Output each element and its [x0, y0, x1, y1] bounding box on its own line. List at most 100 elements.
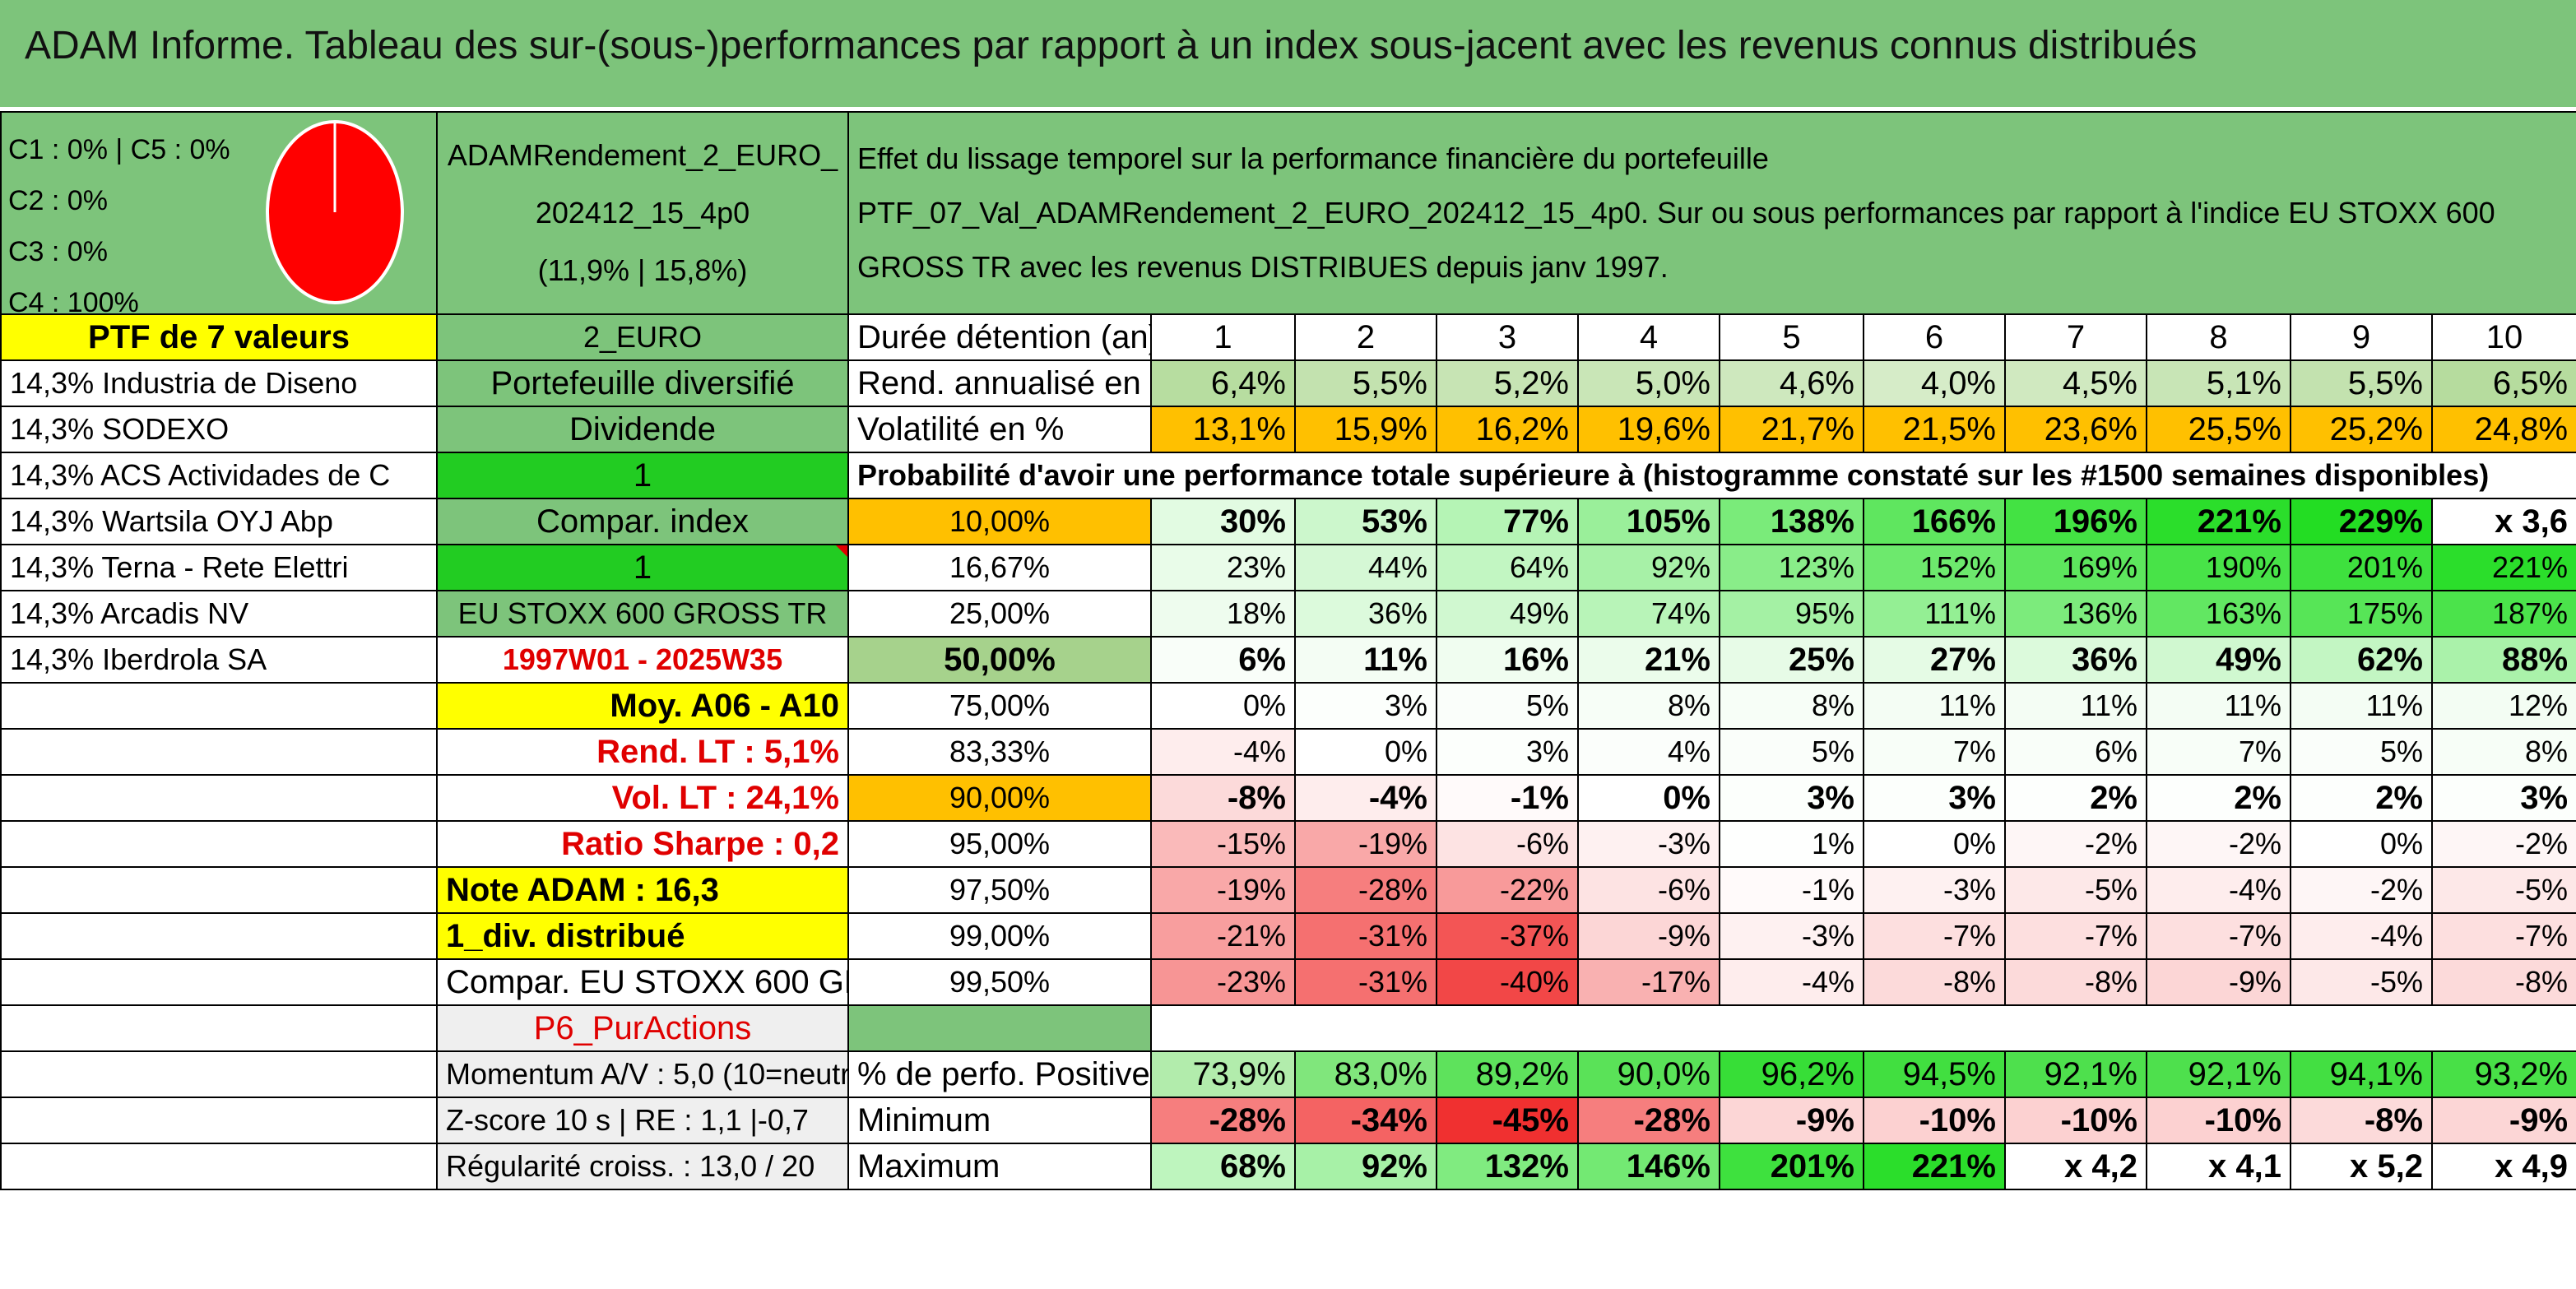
probability-row: 14,3% ACS Actividades de C 1 Probabilité d… [0, 452, 2576, 499]
portfolio-type: Portefeuille diversifié [436, 359, 849, 407]
quantile-value: 23% [1150, 544, 1296, 591]
quantile-value: -5% [2430, 866, 2576, 914]
quantile-label: 90,00% [847, 774, 1152, 822]
quantile-value: 123% [1719, 544, 1864, 591]
minimum-label: Minimum [847, 1097, 1152, 1144]
quantile-value: 187% [2430, 590, 2576, 638]
quantile-value: 95% [1719, 590, 1864, 638]
quantile-value: 16% [1436, 636, 1579, 684]
quantile-value: -3% [1577, 820, 1720, 868]
quantile-value: -2% [2004, 820, 2147, 868]
year-header: 5 [1719, 313, 1864, 361]
volatility-value: 25,2% [2290, 406, 2433, 453]
quantile-value: 49% [2146, 636, 2291, 684]
quantile-value: 11% [2146, 682, 2291, 730]
quantile-label: 16,67% [847, 544, 1152, 591]
minimum-value: -10% [2004, 1097, 2147, 1144]
quantile-label: 10,00% [847, 498, 1152, 545]
quantile-value: 7% [2146, 728, 2291, 776]
quantile-value: 62% [2290, 636, 2433, 684]
quantile-value: -4% [2290, 912, 2433, 960]
year-header: 7 [2004, 313, 2147, 361]
regularity-label: Régularité croiss. : 13,0 / 20 [436, 1143, 849, 1190]
quantile-value: 5% [1436, 682, 1579, 730]
quantile-value: -7% [2004, 912, 2147, 960]
maximum-value: 221% [1863, 1143, 2006, 1190]
annual-return-value: 4,0% [1863, 359, 2006, 407]
quantile-label: 25,00% [847, 590, 1152, 638]
maximum-value: 68% [1150, 1143, 1296, 1190]
quantile-value: -4% [1719, 958, 1864, 1006]
zscore-label: Z-score 10 s | RE : 1,1 |-0,7 [436, 1097, 849, 1144]
quantile-value: 11% [2290, 682, 2433, 730]
quantile-value: 12% [2430, 682, 2576, 730]
maximum-value: x 4,2 [2004, 1143, 2147, 1190]
annual-return-value: 6,4% [1150, 359, 1296, 407]
quantile-value: 175% [2290, 590, 2433, 638]
quantile-row: Compar. EU STOXX 600 GROSS TR99,50%-23%-… [0, 958, 2576, 1006]
quantile-value: -23% [1150, 958, 1296, 1006]
maximum-value: x 4,1 [2146, 1143, 2291, 1190]
annual-return-value: 5,5% [1294, 359, 1437, 407]
quantile-value: -8% [2430, 958, 2576, 1006]
minimum-value: -9% [2430, 1097, 2576, 1144]
maximum-label: Maximum [847, 1143, 1152, 1190]
maximum-value: 146% [1577, 1143, 1720, 1190]
side-info: Ratio Sharpe : 0,2 [436, 820, 849, 868]
quantile-value: -37% [1436, 912, 1579, 960]
quantile-label: 97,50% [847, 866, 1152, 914]
fund-name-cell: ADAMRendement_2_EURO_ 202412_15_4p0 (11,… [436, 111, 849, 315]
quantile-value: 229% [2290, 498, 2433, 545]
quantile-value: -5% [2004, 866, 2147, 914]
blank-cell [0, 728, 438, 776]
quantile-value: 4% [1577, 728, 1720, 776]
minimum-value: -9% [1719, 1097, 1864, 1144]
quantile-row: 14,3% Terna - Rete Elettri 1 16,67% 23% 44% 6… [0, 544, 2576, 591]
quantile-value: 11% [1863, 682, 2006, 730]
minimum-row: Z-score 10 s | RE : 1,1 |-0,7 Minimum -28%… [0, 1097, 2576, 1144]
quantile-label: 83,33% [847, 728, 1152, 776]
class-line: C2 : 0% [8, 185, 108, 216]
momentum-label: Momentum A/V : 5,0 (10=neutre) [436, 1050, 849, 1098]
annual-return-label: Rend. annualisé en % [847, 359, 1152, 407]
quantile-value: 0% [2290, 820, 2433, 868]
year-header: 4 [1577, 313, 1720, 361]
quantile-value: 105% [1577, 498, 1720, 545]
quantile-value: -1% [1719, 866, 1864, 914]
minimum-value: -34% [1294, 1097, 1437, 1144]
quantile-value: 201% [2290, 544, 2433, 591]
side-info: 1 [436, 544, 849, 591]
blank-cell [0, 1143, 438, 1190]
quantile-row: 14,3% Iberdrola SA 1997W01 - 2025W35 50,00… [0, 636, 2576, 684]
quantile-value: -3% [1719, 912, 1864, 960]
description-line: PTF_07_Val_ADAMRendement_2_EURO_202412_1… [857, 196, 2495, 230]
blank-cell [0, 866, 438, 914]
maximum-value: x 4,9 [2430, 1143, 2576, 1190]
maximum-row: Régularité croiss. : 13,0 / 20 Maximum 68%… [0, 1143, 2576, 1190]
quantile-value: -7% [1863, 912, 2006, 960]
quantile-value: 25% [1719, 636, 1864, 684]
quantile-value: 0% [1150, 682, 1296, 730]
quantile-value: 166% [1863, 498, 2006, 545]
quantile-value: -9% [2146, 958, 2291, 1006]
quantile-row: 14,3% Wartsila OYJ Abp Compar. index 10,00… [0, 498, 2576, 545]
quantile-value: 1% [1719, 820, 1864, 868]
blank-cell [1149, 1004, 2576, 1052]
year-header: 6 [1863, 313, 2006, 361]
quantile-value: -5% [2290, 958, 2433, 1006]
blank-cell [0, 774, 438, 822]
side-info: EU STOXX 600 GROSS TR [436, 590, 849, 638]
maximum-value: 92% [1294, 1143, 1437, 1190]
quantile-value: 7% [1863, 728, 2006, 776]
quantile-value: -3% [1863, 866, 2006, 914]
quantile-value: 77% [1436, 498, 1579, 545]
quantile-value: 221% [2430, 544, 2576, 591]
positive-perf-value: 94,5% [1863, 1050, 2006, 1098]
duration-label: Durée détention (an) [847, 313, 1152, 361]
volatility-value: 15,9% [1294, 406, 1437, 453]
probability-label: Probabilité d'avoir une performance tota… [847, 452, 2576, 499]
quantile-value: x 3,6 [2430, 498, 2576, 545]
minimum-value: -28% [1150, 1097, 1296, 1144]
side-info: Moy. A06 - A10 [436, 682, 849, 730]
annual-return-value: 5,0% [1577, 359, 1720, 407]
